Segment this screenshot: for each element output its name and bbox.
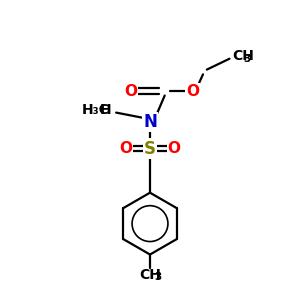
Text: O: O [124, 84, 137, 99]
Text: 3: 3 [243, 54, 250, 64]
Text: CH: CH [139, 268, 161, 281]
Text: N: N [143, 113, 157, 131]
Text: S: S [144, 140, 156, 158]
Text: O: O [186, 84, 199, 99]
Text: CH: CH [232, 49, 254, 63]
Text: H₃C: H₃C [82, 103, 110, 117]
Text: H: H [100, 103, 112, 117]
Text: 3: 3 [154, 272, 161, 283]
Text: O: O [168, 141, 181, 156]
Text: O: O [119, 141, 132, 156]
